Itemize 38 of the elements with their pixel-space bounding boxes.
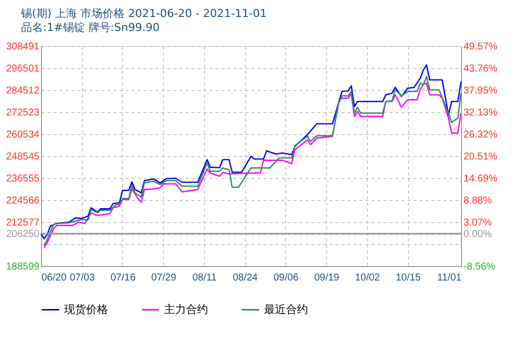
y-tick-label: 188599: [6, 262, 40, 272]
y-tick-label: 206250: [6, 229, 40, 240]
x-tick-label: 08/11: [192, 272, 218, 284]
y2-tick-label: -8.56%: [464, 262, 496, 272]
y2-tick-label: 0.00%: [464, 229, 492, 240]
y-tick-label: 224566: [6, 196, 40, 206]
x-tick-label: 09/06: [273, 272, 299, 284]
x-tick-label: 07/29: [151, 272, 177, 284]
x-tick-label: 06/20: [42, 272, 67, 284]
y-tick-label: 248545: [6, 152, 40, 162]
legend-label: 主力合约: [164, 302, 208, 316]
x-tick-label: 09/19: [314, 272, 340, 284]
y-tick-label: 236555: [6, 174, 40, 184]
legend-label: 最近合约: [264, 302, 308, 316]
y-tick-label: 272523: [6, 108, 40, 118]
chart-subtitle: 品名:1#锡锭 牌号:Sn99.90: [21, 21, 160, 34]
y2-tick-label: 43.76%: [464, 63, 498, 74]
y2-tick-label: 49.57%: [464, 42, 498, 52]
y2-tick-label: 3.07%: [464, 217, 492, 228]
x-tick-label: 10/15: [396, 272, 422, 284]
y2-tick-label: 32.13%: [464, 108, 498, 119]
x-tick-label: 10/02: [354, 272, 380, 284]
x-tick-label: 07/16: [110, 272, 136, 284]
y-tick-label: 284512: [6, 86, 40, 96]
legend-label: 现货价格: [64, 302, 108, 316]
x-tick-label: 07/03: [70, 272, 96, 284]
y-tick-label: 212577: [6, 218, 40, 228]
y-tick-label: 308491: [6, 42, 40, 52]
y2-tick-label: 14.69%: [464, 174, 498, 185]
x-tick-label: 08/24: [232, 272, 258, 284]
y2-tick-label: 37.95%: [464, 85, 498, 96]
y2-tick-label: 8.88%: [464, 195, 492, 206]
y-tick-label: 296501: [6, 64, 40, 74]
y-tick-label: 260534: [6, 130, 40, 140]
chart-title: 锡(期) 上海 市场价格 2021-06-20 - 2021-11-01: [20, 7, 267, 20]
x-tick-label: 11/01: [437, 272, 462, 284]
y2-tick-label: 20.51%: [464, 151, 498, 162]
y2-tick-label: 26.32%: [464, 129, 498, 140]
